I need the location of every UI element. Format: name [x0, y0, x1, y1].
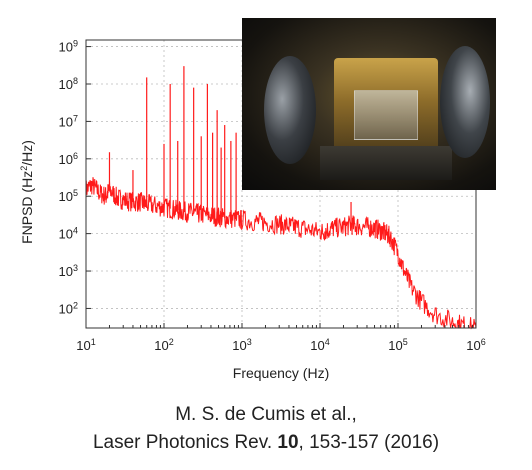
fnpsd-series-line	[85, 177, 477, 330]
left-mirror-image	[264, 56, 316, 164]
citation-authors: M. S. de Cumis et al.,	[175, 404, 357, 425]
y-tick-label: 109	[59, 39, 78, 55]
x-tick-label: 102	[154, 337, 173, 353]
y-axis-label-base: FNPSD (Hz	[19, 171, 35, 244]
y-axis-label-tail: /Hz)	[19, 140, 35, 166]
x-axis-label: Frequency (Hz)	[233, 365, 329, 381]
glass-cube-image	[354, 90, 418, 140]
y-tick-label: 104	[59, 226, 78, 242]
series-layer	[85, 66, 477, 330]
right-mirror-image	[440, 46, 490, 158]
mount-base-image	[320, 146, 452, 180]
ticks: 101 102 103 104 105 106 102 103 104 105 106 107 108 1…	[59, 39, 486, 353]
x-tick-label: 104	[310, 337, 329, 353]
citation-volume: 10	[277, 432, 299, 453]
citation-journal: Laser Photonics Rev.	[92, 432, 278, 453]
y-tick-label: 106	[59, 151, 78, 167]
x-tick-label: 101	[76, 337, 95, 353]
x-tick-label: 106	[466, 337, 485, 353]
y-tick-label: 102	[59, 300, 78, 316]
x-tick-label: 103	[232, 337, 251, 353]
y-axis-label-sup: 2	[19, 166, 29, 171]
x-tick-label: 105	[388, 337, 407, 353]
citation-journal-line: Laser Photonics Rev. 10, 153-157 (2016)	[0, 432, 532, 454]
cavity-photo-inset	[242, 18, 496, 190]
y-tick-label: 103	[59, 263, 78, 279]
citation-pages: , 153-157 (2016)	[298, 432, 440, 453]
y-axis-label: FNPSD (Hz2/Hz)	[19, 140, 35, 244]
y-tick-label: 107	[59, 113, 78, 129]
y-tick-label: 105	[59, 188, 78, 204]
y-tick-label: 108	[59, 76, 78, 92]
